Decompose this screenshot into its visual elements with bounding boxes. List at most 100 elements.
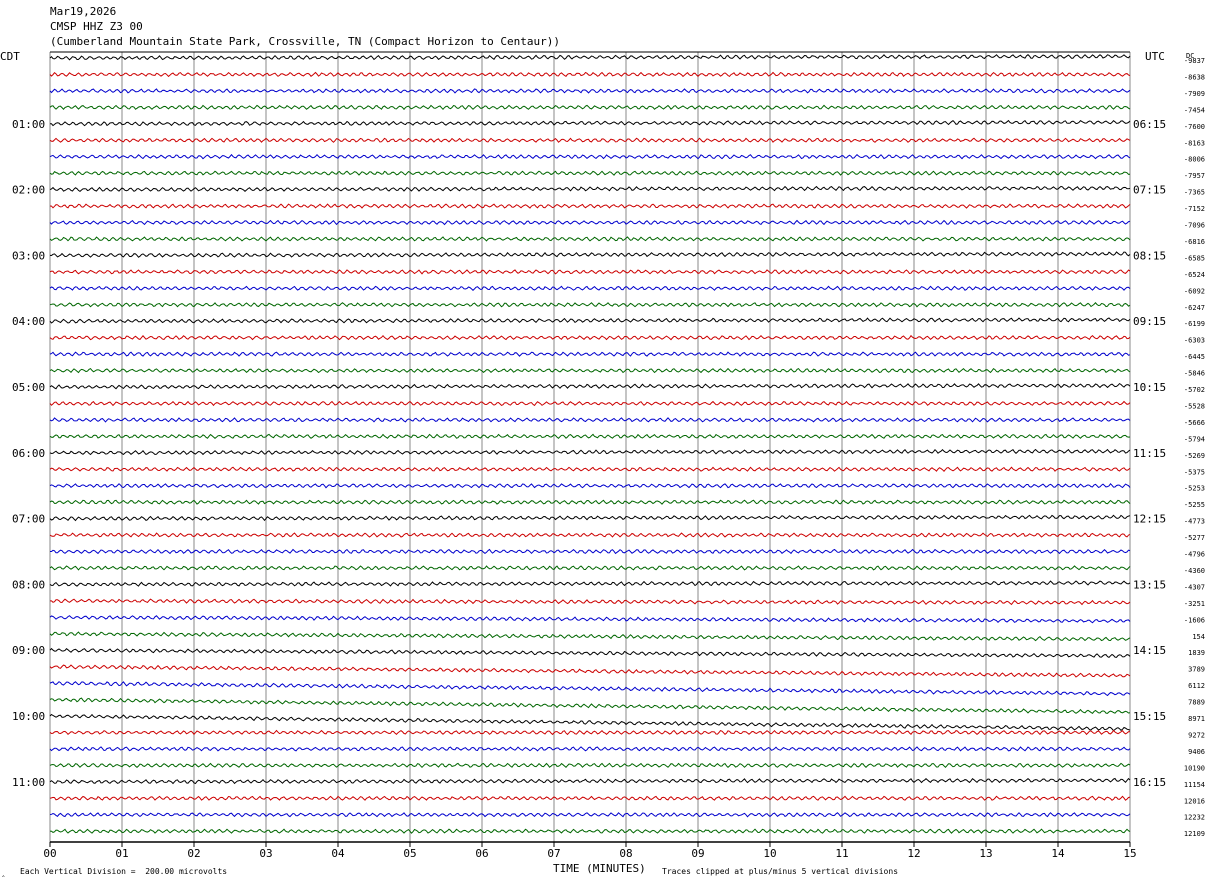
left-time-label: 02:00 <box>12 184 45 197</box>
trace-offset-label: 1839 <box>1188 649 1205 657</box>
trace-line <box>49 317 1131 324</box>
trace-offset-label: -6585 <box>1184 254 1205 262</box>
trace-line <box>49 351 1131 357</box>
left-time-label: 11:00 <box>12 776 45 789</box>
left-time-label: 03:00 <box>12 249 45 262</box>
trace-line <box>49 269 1131 275</box>
x-axis-ticks: 00 01 02 03 04 05 06 07 08 09 10 11 12 13 14 15 <box>43 842 1137 860</box>
trace-line <box>49 647 1131 659</box>
trace-line <box>49 499 1131 505</box>
trace-line <box>49 631 1131 642</box>
left-time-label: 09:00 <box>12 644 45 657</box>
trace-offset-label: 9272 <box>1188 731 1205 739</box>
trace-offset-label: -5794 <box>1184 435 1205 443</box>
trace-offset-label: -4796 <box>1184 551 1205 559</box>
trace-offset-label: -5666 <box>1184 419 1205 427</box>
trace-line <box>49 514 1131 522</box>
trace-offset-label: -6247 <box>1184 304 1205 312</box>
trace-line <box>49 828 1131 834</box>
trace-line <box>49 219 1131 226</box>
trace-offset-label: -3251 <box>1184 600 1205 608</box>
right-time-label: 06:15 <box>1133 118 1166 131</box>
trace-line <box>49 170 1131 176</box>
right-time-label: 11:15 <box>1133 447 1166 460</box>
trace-offset-label: -5269 <box>1184 452 1205 460</box>
right-time-label: 14:15 <box>1133 644 1166 657</box>
record-date: Mar19,2026 <box>50 5 117 18</box>
x-tick-label: 07 <box>547 847 560 860</box>
right-time-label: 10:15 <box>1133 381 1166 394</box>
trace-line <box>49 713 1131 732</box>
grid-lines <box>49 51 1131 843</box>
left-time-label: 05:00 <box>12 381 45 394</box>
trace-line <box>49 466 1131 472</box>
trace-offset-label: -5253 <box>1184 485 1205 493</box>
x-tick-label: 11 <box>835 847 848 860</box>
trace-offset-label: -7957 <box>1184 172 1205 180</box>
left-time-label: 06:00 <box>12 447 45 460</box>
trace-line <box>49 251 1131 258</box>
trace-line <box>50 119 1131 127</box>
left-time-labels: 01:00 02:00 03:00 04:00 05:00 06:00 07:00 08:00… <box>12 118 45 789</box>
trace-line <box>49 104 1131 111</box>
trace-offset-label: -4773 <box>1184 518 1205 526</box>
trace-line <box>49 448 1131 456</box>
trace-offset-label: 6112 <box>1188 682 1205 690</box>
right-time-label: 15:15 <box>1133 710 1166 723</box>
x-tick-label: 12 <box>907 847 920 860</box>
x-tick-label: 02 <box>187 847 200 860</box>
x-tick-label: 03 <box>259 847 272 860</box>
trace-offset-label: -5702 <box>1184 386 1205 394</box>
right-time-label: 12:15 <box>1133 513 1166 526</box>
left-time-label: 10:00 <box>12 710 45 723</box>
trace-line <box>49 203 1131 209</box>
trace-line <box>49 580 1131 587</box>
trace-offset-label: -4307 <box>1184 583 1205 591</box>
trace-offset-label: 12016 <box>1184 797 1205 805</box>
trace-offset-label: -6199 <box>1184 320 1205 328</box>
trace-line <box>49 334 1131 341</box>
trace-line <box>49 681 1131 697</box>
station-code: CMSP HHZ Z3 00 <box>50 20 143 33</box>
trace-line <box>49 483 1131 489</box>
left-time-label: 04:00 <box>12 315 45 328</box>
corner-mark: ‸ <box>2 868 5 877</box>
trace-offset-label: -5255 <box>1184 501 1205 509</box>
dc-offset-header: DC <box>1186 52 1194 60</box>
trace-line <box>49 88 1131 94</box>
trace-offset-label: -5375 <box>1184 468 1205 476</box>
trace-line <box>49 697 1131 714</box>
trace-line <box>49 433 1131 439</box>
trace-line <box>49 532 1131 538</box>
trace-offset-label: -9837 <box>1184 57 1205 65</box>
trace-line <box>49 615 1131 624</box>
x-tick-label: 04 <box>331 847 345 860</box>
trace-line <box>49 367 1131 374</box>
trace-offset-label: 10190 <box>1184 764 1205 772</box>
trace-line <box>49 664 1131 678</box>
x-tick-label: 00 <box>43 847 56 860</box>
trace-line <box>49 762 1131 769</box>
trace-offset-label: -4360 <box>1184 567 1205 575</box>
x-tick-label: 05 <box>403 847 416 860</box>
seismic-traces <box>49 54 1131 834</box>
trace-offset-label: -7909 <box>1184 90 1205 98</box>
trace-offset-label: -7600 <box>1184 123 1205 131</box>
right-timezone-label: UTC <box>1145 50 1165 63</box>
right-time-label: 07:15 <box>1133 184 1166 197</box>
trace-offset-label: -8638 <box>1184 73 1205 81</box>
trace-line <box>49 729 1131 736</box>
x-tick-label: 15 <box>1123 847 1136 860</box>
trace-offset-label: 8971 <box>1188 715 1205 723</box>
trace-line <box>49 137 1131 143</box>
trace-line <box>49 565 1131 571</box>
scale-note: Each Vertical Division = 200.00 microvol… <box>20 867 228 876</box>
trace-offset-label: -7454 <box>1184 106 1205 114</box>
trace-line <box>49 236 1131 242</box>
trace-offset-label: -6524 <box>1184 271 1205 279</box>
trace-line <box>49 153 1131 160</box>
trace-offset-label: 12109 <box>1184 830 1205 838</box>
trace-offset-label: -5846 <box>1184 370 1205 378</box>
trace-offset-label: -5528 <box>1184 402 1205 410</box>
